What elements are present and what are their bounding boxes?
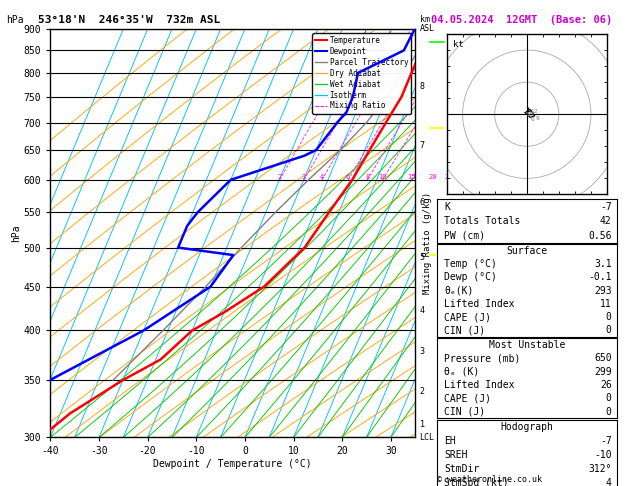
Text: CIN (J): CIN (J): [444, 407, 486, 417]
Text: CIN (J): CIN (J): [444, 325, 486, 335]
Text: Totals Totals: Totals Totals: [444, 216, 521, 226]
Text: Most Unstable: Most Unstable: [489, 340, 565, 350]
Text: 04.05.2024  12GMT  (Base: 06): 04.05.2024 12GMT (Base: 06): [431, 15, 612, 25]
Text: 312°: 312°: [588, 464, 611, 474]
Text: 0: 0: [606, 312, 611, 322]
Text: CAPE (J): CAPE (J): [444, 312, 491, 322]
Text: 1: 1: [420, 420, 425, 429]
Text: hPa: hPa: [6, 15, 24, 25]
Text: Dewp (°C): Dewp (°C): [444, 273, 498, 282]
Text: -10: -10: [594, 450, 611, 460]
Text: 2: 2: [277, 174, 282, 180]
Text: 0: 0: [606, 325, 611, 335]
Text: 15: 15: [407, 174, 416, 180]
Text: StmSpd (kt): StmSpd (kt): [444, 478, 509, 486]
Text: 3: 3: [526, 112, 530, 118]
Text: © weatheronline.co.uk: © weatheronline.co.uk: [437, 474, 542, 484]
Text: km
ASL: km ASL: [420, 15, 435, 33]
Text: 4: 4: [320, 174, 324, 180]
Text: Lifted Index: Lifted Index: [444, 299, 515, 309]
Text: Lifted Index: Lifted Index: [444, 380, 515, 390]
Text: 2: 2: [420, 387, 425, 396]
Text: PW (cm): PW (cm): [444, 231, 486, 241]
Text: 12: 12: [531, 109, 538, 114]
Text: Mixing Ratio (g/kg): Mixing Ratio (g/kg): [423, 192, 431, 294]
Text: 9: 9: [535, 116, 539, 121]
Text: Hodograph: Hodograph: [501, 422, 554, 432]
Legend: Temperature, Dewpoint, Parcel Trajectory, Dry Adiabat, Wet Adiabat, Isotherm, Mi: Temperature, Dewpoint, Parcel Trajectory…: [312, 33, 411, 114]
Text: θₑ (K): θₑ (K): [444, 366, 479, 377]
Text: 293: 293: [594, 286, 611, 295]
Text: 5: 5: [420, 253, 425, 261]
Text: 6: 6: [346, 174, 350, 180]
Text: 4: 4: [420, 306, 425, 315]
Text: -7: -7: [600, 202, 611, 211]
Text: 8: 8: [420, 82, 425, 91]
Text: 0.56: 0.56: [588, 231, 611, 241]
Text: 4: 4: [606, 478, 611, 486]
Text: -0.1: -0.1: [588, 273, 611, 282]
Text: 6: 6: [420, 198, 425, 207]
Text: CAPE (J): CAPE (J): [444, 393, 491, 403]
Text: SREH: SREH: [444, 450, 468, 460]
Text: 20: 20: [428, 174, 437, 180]
Text: Pressure (mb): Pressure (mb): [444, 353, 521, 364]
Text: 0: 0: [606, 407, 611, 417]
Y-axis label: hPa: hPa: [11, 225, 21, 242]
Text: θₑ(K): θₑ(K): [444, 286, 474, 295]
Text: -7: -7: [600, 436, 611, 446]
Text: 3: 3: [420, 347, 425, 356]
Text: 650: 650: [594, 353, 611, 364]
Text: 7: 7: [420, 141, 425, 150]
Text: 6: 6: [531, 117, 535, 122]
Text: 3: 3: [302, 174, 306, 180]
Text: 3.1: 3.1: [594, 259, 611, 269]
Text: 0: 0: [606, 393, 611, 403]
Text: StmDir: StmDir: [444, 464, 479, 474]
Text: 26: 26: [600, 380, 611, 390]
Text: 11: 11: [600, 299, 611, 309]
Text: 10: 10: [378, 174, 387, 180]
X-axis label: Dewpoint / Temperature (°C): Dewpoint / Temperature (°C): [153, 459, 312, 469]
Text: 8: 8: [365, 174, 369, 180]
Text: EH: EH: [444, 436, 456, 446]
Text: 15: 15: [526, 112, 533, 118]
Text: K: K: [444, 202, 450, 211]
Text: 53°18'N  246°35'W  732m ASL: 53°18'N 246°35'W 732m ASL: [38, 15, 220, 25]
Text: Temp (°C): Temp (°C): [444, 259, 498, 269]
Text: Surface: Surface: [506, 246, 548, 256]
Text: 25: 25: [445, 174, 454, 180]
Text: kt: kt: [453, 40, 464, 49]
Text: 299: 299: [594, 366, 611, 377]
Text: 42: 42: [600, 216, 611, 226]
Text: LCL: LCL: [420, 433, 435, 442]
